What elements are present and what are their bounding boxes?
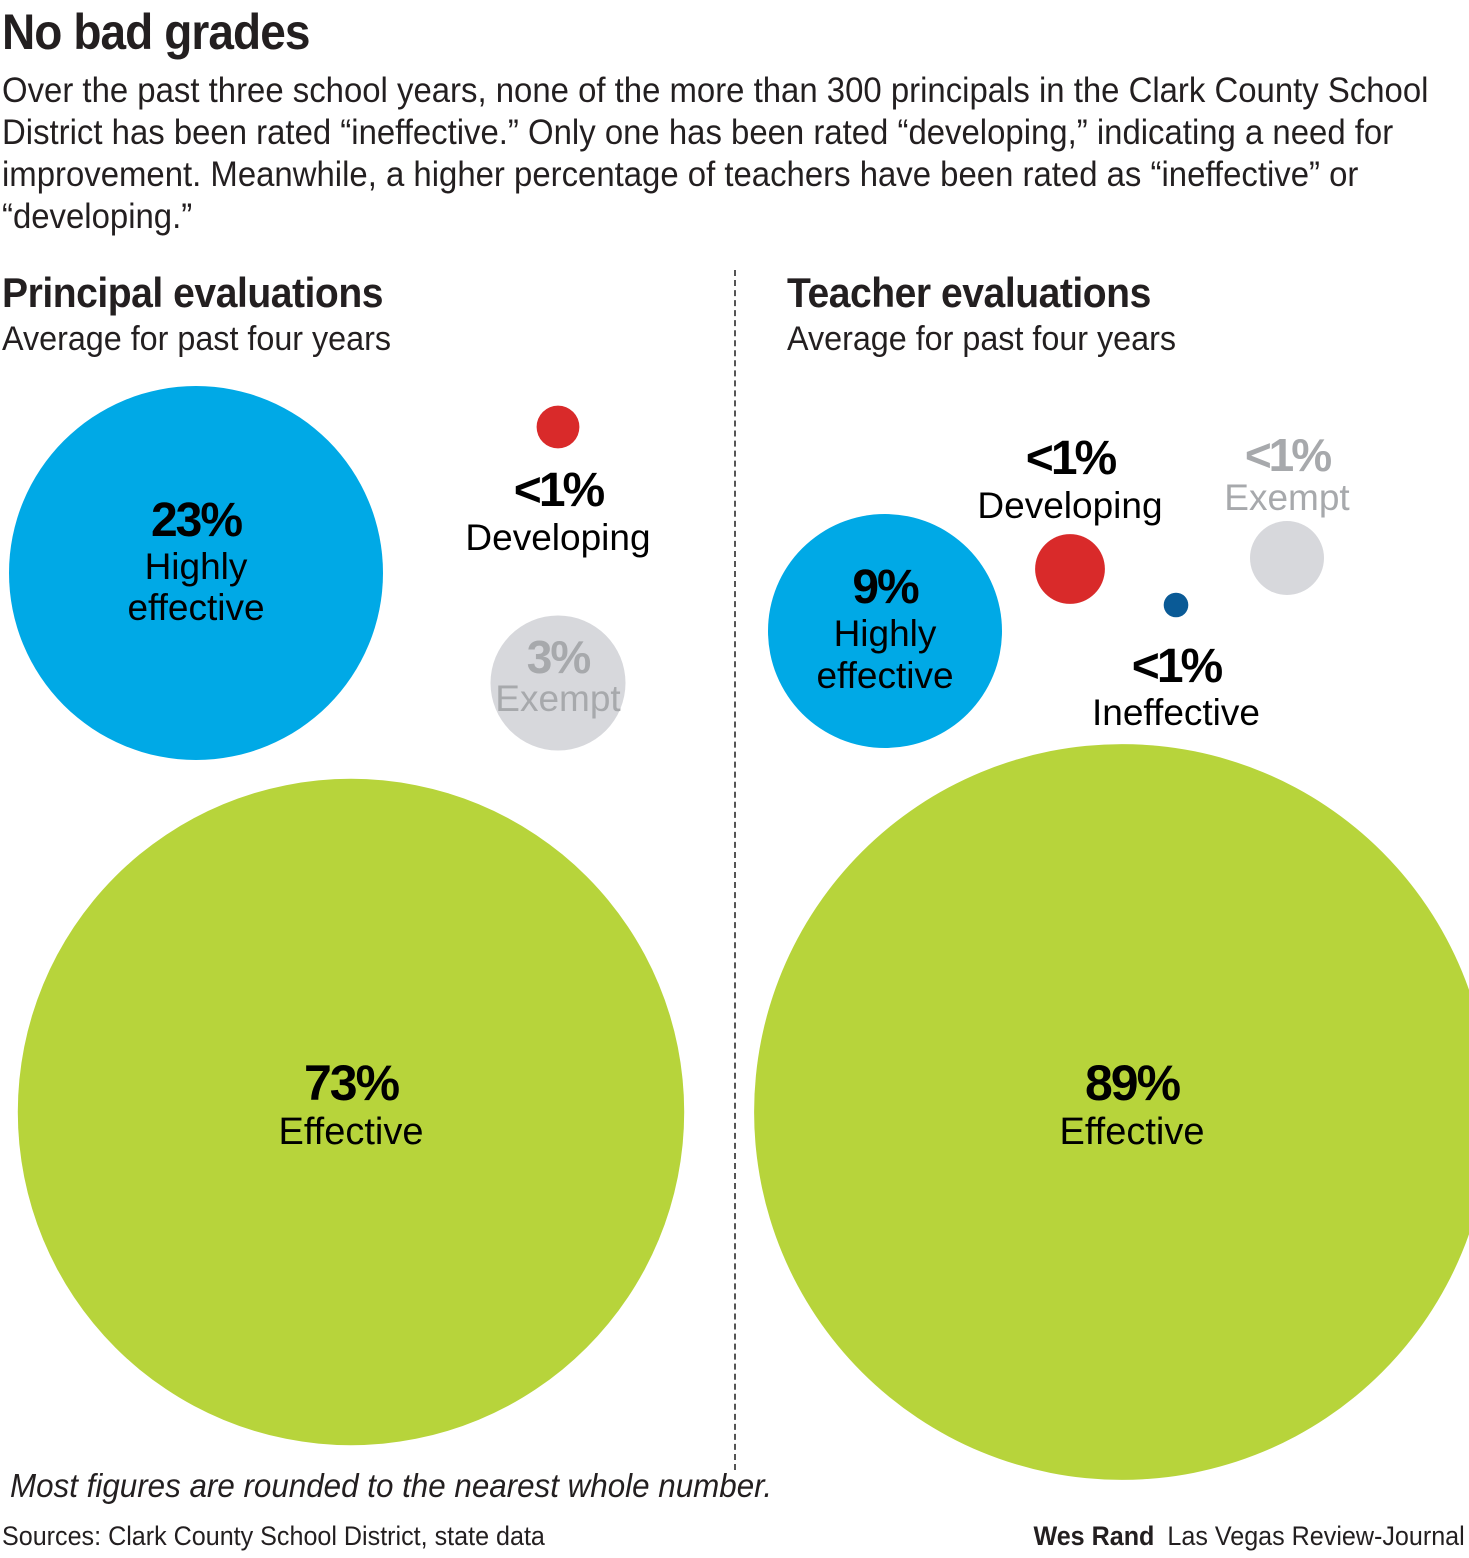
principal-highly-effective-value: 23% bbox=[151, 494, 242, 547]
principal-exempt-bubble bbox=[490, 615, 626, 751]
teacher-developing-value: <1% bbox=[1026, 432, 1117, 485]
sources-note: Sources: Clark County School District, s… bbox=[2, 1521, 545, 1551]
teacher-ineffective-bubble bbox=[1163, 592, 1189, 618]
principal-developing-value: <1% bbox=[514, 464, 605, 517]
teacher-exempt-label: Exempt bbox=[1224, 477, 1350, 518]
teacher-bubbles: 9% Highly effective 89% Effective <1% De… bbox=[754, 429, 1469, 1480]
principal-effective-value: 73% bbox=[304, 1055, 400, 1111]
section-divider bbox=[734, 270, 736, 1470]
intro-text: Over the past three school years, none o… bbox=[2, 71, 1429, 236]
teacher-ineffective-label: Ineffective bbox=[1092, 692, 1260, 733]
teacher-developing-bubble bbox=[1035, 534, 1105, 604]
teacher-ineffective-value: <1% bbox=[1132, 640, 1223, 693]
principal-highly-effective-label-line2: effective bbox=[127, 587, 264, 628]
teacher-developing-label: Developing bbox=[977, 485, 1162, 526]
principal-effective-label: Effective bbox=[278, 1111, 423, 1153]
author-name: Wes Rand bbox=[1033, 1521, 1155, 1551]
teacher-section-subtitle: Average for past four years bbox=[787, 320, 1177, 358]
principal-bubbles: 23% Highly effective 73% Effective <1% D… bbox=[9, 386, 685, 1446]
teacher-effective-label: Effective bbox=[1059, 1111, 1204, 1153]
principal-section-subtitle: Average for past four years bbox=[2, 320, 392, 358]
principal-developing-label: Developing bbox=[465, 517, 650, 558]
credit-line: Wes Rand Las Vegas Review-Journal bbox=[1034, 1520, 1465, 1552]
teacher-exempt-bubble bbox=[1250, 521, 1324, 595]
principal-highly-effective-bubble bbox=[9, 386, 383, 760]
principal-developing-bubble bbox=[536, 405, 580, 449]
teacher-highly-effective-value: 9% bbox=[852, 561, 919, 614]
teacher-effective-value: 89% bbox=[1085, 1055, 1181, 1111]
principal-section-title: Principal evaluations bbox=[2, 269, 383, 316]
teacher-highly-effective-label-line1: Highly bbox=[834, 613, 937, 654]
publication-name: Las Vegas Review-Journal bbox=[1167, 1521, 1465, 1551]
teacher-effective-bubble bbox=[754, 744, 1469, 1480]
teacher-exempt-value: <1% bbox=[1245, 429, 1331, 481]
principal-exempt-value: 3% bbox=[527, 631, 591, 683]
principal-exempt-label: Exempt bbox=[495, 678, 621, 719]
chart-title: No bad grades bbox=[2, 4, 310, 60]
principal-highly-effective-label-line1: Highly bbox=[145, 546, 248, 587]
teacher-section-title: Teacher evaluations bbox=[787, 269, 1151, 316]
rounding-footnote: Most figures are rounded to the nearest … bbox=[10, 1467, 773, 1504]
principal-effective-bubble bbox=[17, 778, 685, 1446]
teacher-highly-effective-bubble bbox=[768, 514, 1002, 748]
teacher-highly-effective-label-line2: effective bbox=[816, 655, 953, 696]
